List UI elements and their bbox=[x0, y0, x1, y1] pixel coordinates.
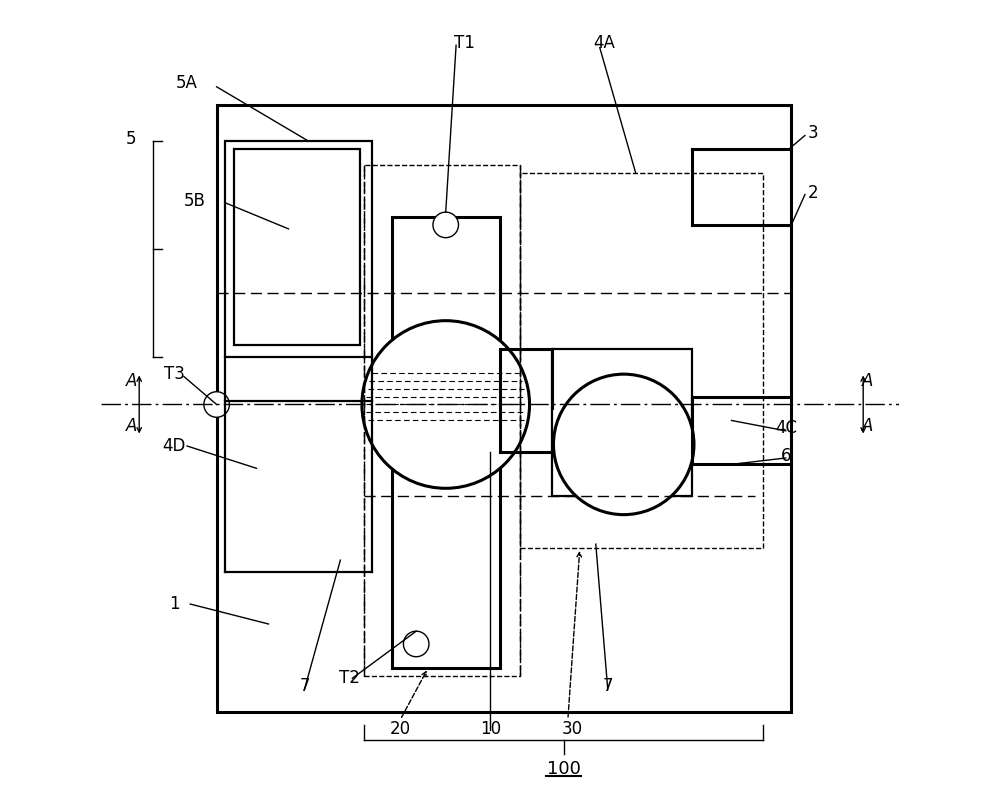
Text: T1: T1 bbox=[454, 34, 475, 52]
Circle shape bbox=[362, 320, 530, 489]
Bar bbox=[364, 165, 520, 676]
Circle shape bbox=[553, 374, 694, 515]
Text: 7: 7 bbox=[603, 678, 613, 695]
Text: 1: 1 bbox=[169, 595, 180, 613]
Text: 3: 3 bbox=[808, 124, 818, 142]
Text: 7: 7 bbox=[299, 678, 310, 695]
Bar bbox=[552, 348, 692, 497]
Text: 5B: 5B bbox=[184, 192, 206, 210]
Circle shape bbox=[403, 631, 429, 657]
Bar bbox=[234, 149, 360, 344]
Bar bbox=[392, 217, 500, 668]
Bar bbox=[520, 173, 763, 548]
Text: 4D: 4D bbox=[163, 437, 186, 455]
Text: A: A bbox=[861, 372, 873, 389]
Text: 6: 6 bbox=[781, 448, 791, 465]
Text: A: A bbox=[126, 372, 137, 389]
Text: T2: T2 bbox=[339, 670, 360, 687]
Text: 30: 30 bbox=[561, 720, 582, 739]
Text: 4C: 4C bbox=[775, 420, 797, 437]
Text: 5: 5 bbox=[126, 130, 136, 147]
Text: A: A bbox=[861, 417, 873, 435]
Text: 2: 2 bbox=[808, 184, 818, 202]
Text: 100: 100 bbox=[547, 760, 581, 779]
Circle shape bbox=[204, 392, 229, 417]
Text: 5A: 5A bbox=[176, 74, 198, 92]
Text: 20: 20 bbox=[390, 720, 411, 739]
Circle shape bbox=[433, 212, 458, 238]
Text: A: A bbox=[126, 417, 137, 435]
Text: T3: T3 bbox=[164, 365, 185, 383]
Text: 4A: 4A bbox=[593, 34, 615, 52]
Bar bbox=[225, 141, 372, 356]
Bar bbox=[217, 105, 791, 712]
Text: 10: 10 bbox=[480, 720, 501, 739]
